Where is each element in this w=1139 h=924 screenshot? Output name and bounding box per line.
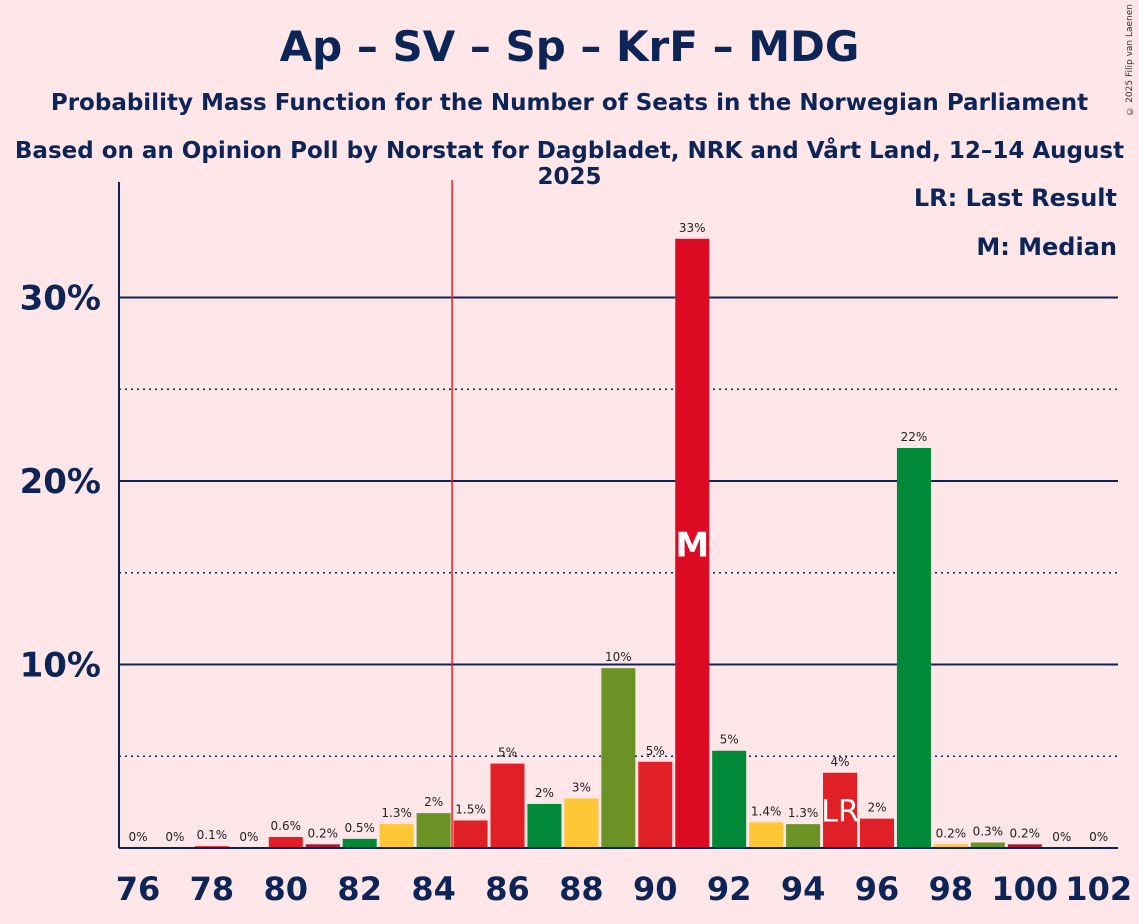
y-tick-label: 20% <box>20 462 101 502</box>
bar-96 <box>860 818 894 848</box>
value-label-83: 1.3% <box>381 806 412 820</box>
bar-98 <box>933 844 968 848</box>
bar-80 <box>268 836 303 848</box>
x-tick-label: 90 <box>633 870 678 908</box>
value-label-82: 0.5% <box>344 821 375 835</box>
value-label-91: 33% <box>679 221 706 235</box>
x-tick-label: 88 <box>559 870 604 908</box>
y-tick-label: 10% <box>20 646 101 686</box>
y-tick-label: 30% <box>20 279 101 319</box>
bar-90 <box>638 761 673 848</box>
legend-last-result: LR: Last Result <box>913 184 1117 212</box>
bar-91 <box>675 238 710 848</box>
bar-97 <box>896 447 931 848</box>
value-label-79: 0% <box>239 830 258 844</box>
x-tick-label: 92 <box>707 870 752 908</box>
value-label-84: 2% <box>424 795 443 809</box>
x-tick-label: 94 <box>781 870 826 908</box>
bar-99 <box>970 842 1005 848</box>
x-tick-label: 100 <box>991 870 1058 908</box>
value-label-94: 1.3% <box>788 806 819 820</box>
bar-89 <box>601 668 636 848</box>
bar-86 <box>490 763 525 848</box>
x-tick-label: 102 <box>1065 870 1132 908</box>
bar-93 <box>749 822 784 848</box>
value-label-93: 1.4% <box>751 804 782 818</box>
value-label-97: 22% <box>901 430 928 444</box>
x-tick-label: 76 <box>116 870 161 908</box>
value-label-95: 4% <box>831 755 850 769</box>
x-tick-label: 84 <box>411 870 456 908</box>
value-label-92: 5% <box>720 733 739 747</box>
value-label-76: 0% <box>128 830 147 844</box>
median-marker: M <box>675 525 709 565</box>
bar-92 <box>712 750 747 848</box>
value-label-77: 0% <box>165 830 184 844</box>
last-result-marker: LR <box>821 794 859 829</box>
bar-81 <box>305 844 340 848</box>
value-label-88: 3% <box>572 780 591 794</box>
value-label-98: 0.2% <box>936 826 967 840</box>
x-tick-label: 86 <box>485 870 530 908</box>
chart-subtitle: Probability Mass Function for the Number… <box>50 90 1089 116</box>
value-label-90: 5% <box>646 744 665 758</box>
bar-84 <box>416 813 451 848</box>
value-label-87: 2% <box>535 786 554 800</box>
bar-87 <box>527 803 562 848</box>
x-tick-label: 98 <box>929 870 974 908</box>
x-tick-label: 96 <box>855 870 900 908</box>
bar-83 <box>379 824 414 848</box>
bar-88 <box>564 798 599 848</box>
bar-85 <box>453 820 488 848</box>
x-tick-label: 80 <box>264 870 309 908</box>
value-label-100: 0.2% <box>1010 826 1041 840</box>
bar-95 <box>823 772 858 848</box>
value-label-101: 0% <box>1052 830 1071 844</box>
value-label-86: 5% <box>498 746 517 760</box>
value-label-80: 0.6% <box>271 819 302 833</box>
value-label-85: 1.5% <box>455 802 486 816</box>
chart-title: Ap – SV – Sp – KrF – MDG <box>279 22 860 71</box>
bar-94 <box>786 824 821 848</box>
value-label-99: 0.3% <box>973 824 1004 838</box>
bar-82 <box>342 838 377 848</box>
legend-median: M: Median <box>976 233 1117 261</box>
value-label-102: 0% <box>1089 830 1108 844</box>
value-label-81: 0.2% <box>308 826 339 840</box>
value-label-89: 10% <box>605 650 632 664</box>
x-tick-label: 82 <box>337 870 382 908</box>
chart-subtitle-poll: Based on an Opinion Poll by Norstat for … <box>14 138 1125 190</box>
value-label-78: 0.1% <box>197 828 228 842</box>
x-tick-label: 78 <box>190 870 235 908</box>
value-label-96: 2% <box>867 801 886 815</box>
bar-100 <box>1007 844 1042 848</box>
